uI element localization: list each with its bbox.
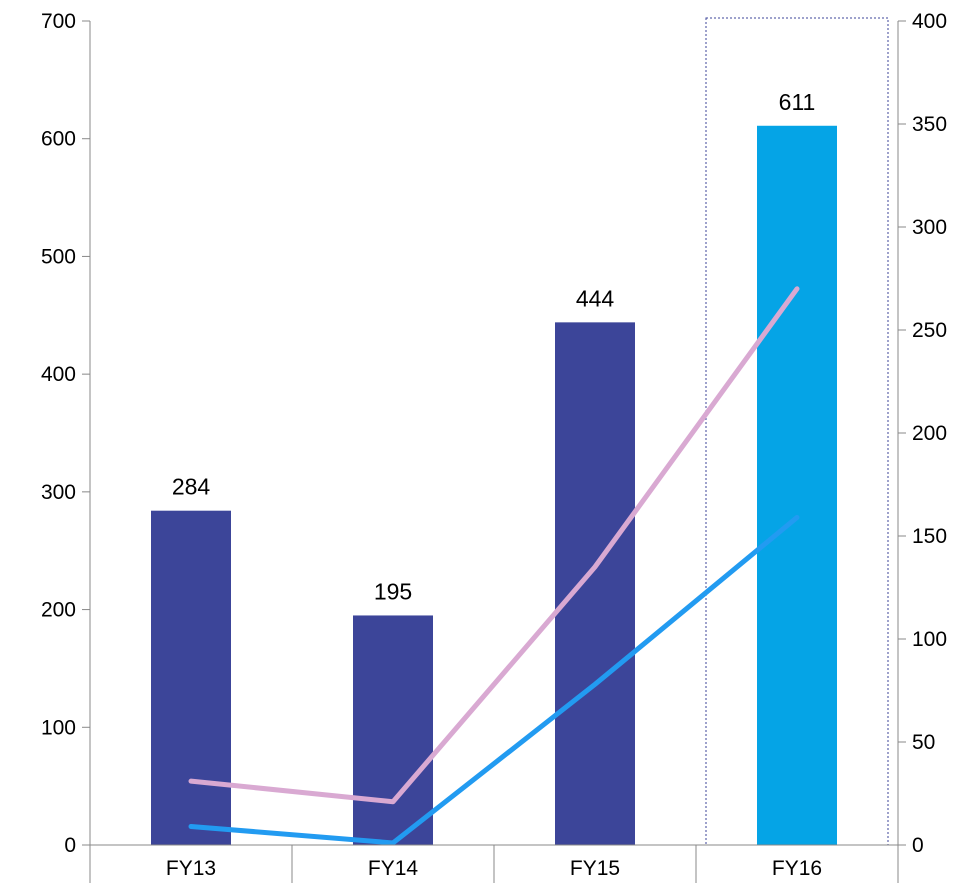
y-left-tick-label-400: 400 xyxy=(41,363,76,386)
y-right-tick-label-200: 200 xyxy=(912,422,947,445)
x-category-label-fy13: FY13 xyxy=(166,857,216,880)
y-right-tick-label-100: 100 xyxy=(912,628,947,651)
bar-fy16 xyxy=(757,125,837,845)
bar-fy13 xyxy=(151,510,231,845)
x-category-label-fy16: FY16 xyxy=(772,857,822,880)
y-left-tick-label-200: 200 xyxy=(41,599,76,622)
y-left-tick-label-0: 0 xyxy=(64,834,76,857)
y-right-tick-label-50: 50 xyxy=(912,731,935,754)
y-right-tick-label-250: 250 xyxy=(912,319,947,342)
y-right-tick-label-350: 350 xyxy=(912,113,947,136)
data-label-fy15: 444 xyxy=(576,285,615,311)
y-left-tick-label-500: 500 xyxy=(41,245,76,268)
y-right-tick-label-300: 300 xyxy=(912,216,947,239)
y-left-tick-label-700: 700 xyxy=(41,10,76,33)
y-right-tick-label-0: 0 xyxy=(912,834,924,857)
data-label-fy16: 611 xyxy=(779,89,816,115)
y-right-tick-label-400: 400 xyxy=(912,10,947,33)
y-left-tick-label-100: 100 xyxy=(41,716,76,739)
bar-fy14 xyxy=(353,615,433,845)
x-category-label-fy14: FY14 xyxy=(368,857,419,880)
data-label-fy14: 195 xyxy=(374,578,412,604)
bar-fy15 xyxy=(555,322,635,845)
x-category-label-fy15: FY15 xyxy=(570,857,620,880)
data-label-fy13: 284 xyxy=(172,474,211,500)
line-series-2 xyxy=(188,514,800,846)
y-left-tick-label-300: 300 xyxy=(41,481,76,504)
y-right-tick-label-150: 150 xyxy=(912,525,947,548)
line-series-1 xyxy=(188,286,800,805)
y-left-tick-label-600: 600 xyxy=(41,128,76,151)
